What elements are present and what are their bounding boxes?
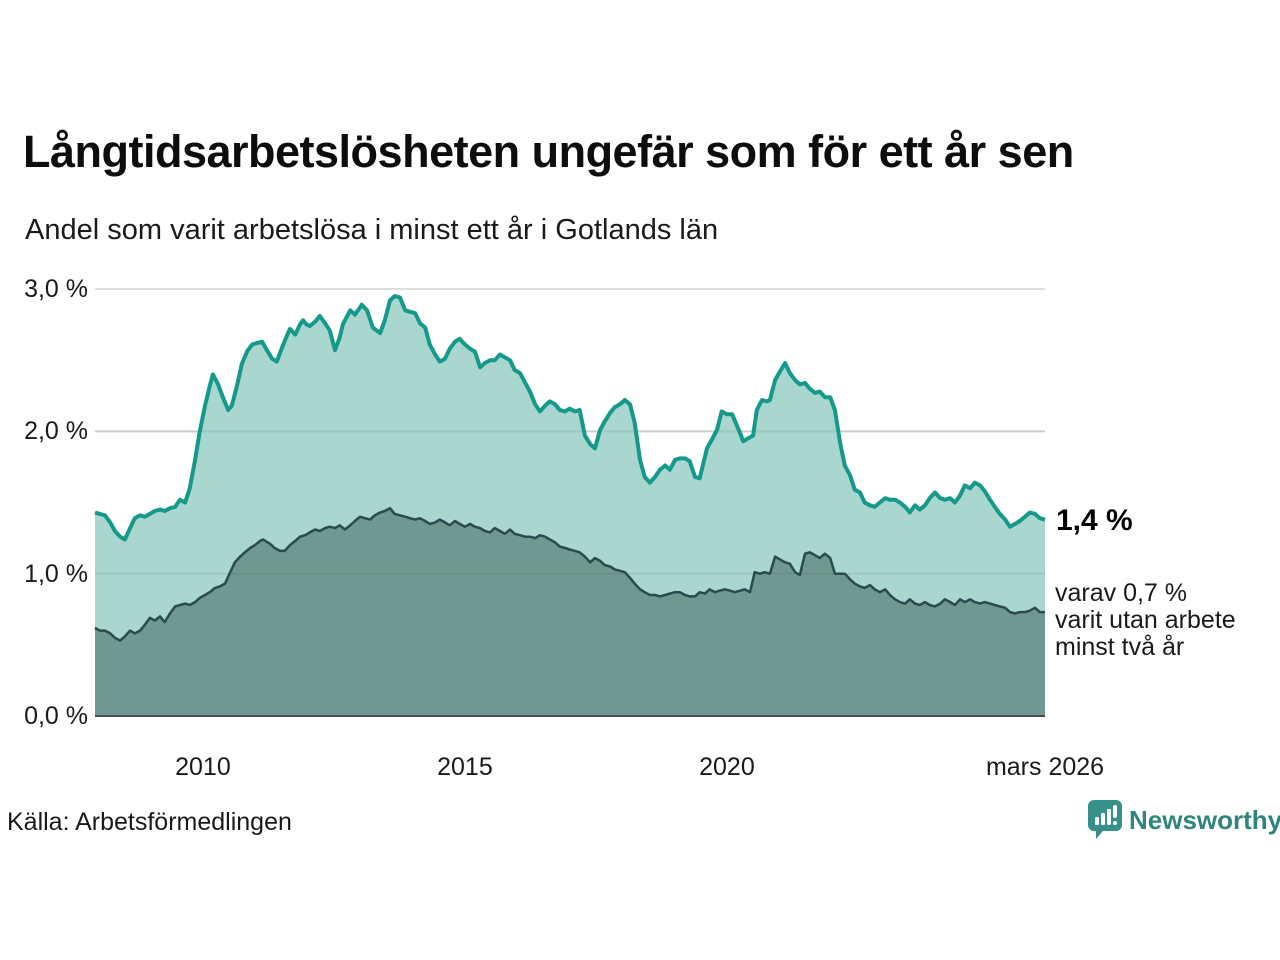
x-tick-label: 2010 [175, 753, 231, 781]
chart-subtitle: Andel som varit arbetslösa i minst ett å… [25, 214, 719, 246]
y-tick-label: 3,0 % [24, 275, 88, 303]
newsworthy-icon [1088, 800, 1122, 839]
line-series-2 [94, 506, 1045, 642]
y-tick-label: 0,0 % [24, 702, 88, 730]
x-tick-label: 2020 [699, 753, 755, 781]
y-tick-label: 1,0 % [24, 559, 88, 588]
y-tick-label: 2,0 % [24, 417, 88, 446]
secondary-annotation-line: minst två år [1055, 633, 1185, 661]
end-value-label: 1,4 % [1056, 504, 1133, 537]
page-title: Långtidsarbetslösheten ungefär som för e… [23, 126, 1074, 177]
area-series-2 [95, 508, 1045, 716]
x-tick-label: mars 2026 [985, 753, 1105, 781]
source-note: Källa: Arbetsförmedlingen [7, 808, 292, 836]
secondary-annotation-line: varav 0,7 % [1055, 579, 1188, 607]
x-tick-label: 2015 [437, 753, 493, 781]
secondary-annotation: varav 0,7 % varit utan arbete minst två … [1055, 580, 1236, 661]
brand-logo: Newsworthy [1088, 799, 1280, 841]
line-series-1 [94, 294, 1046, 542]
secondary-annotation-line: varit utan arbete [1055, 606, 1236, 634]
brand-name: Newsworthy [1129, 804, 1280, 835]
